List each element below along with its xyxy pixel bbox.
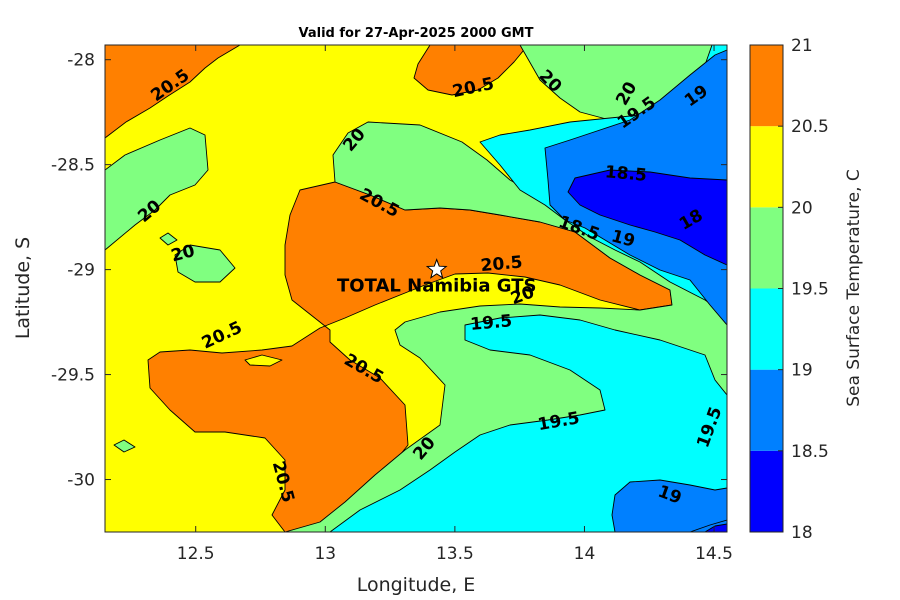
y-tick-label: -30 [67, 471, 95, 491]
colorbar-tick-label: 20 [791, 198, 813, 218]
colorbar-swatch [750, 126, 783, 208]
x-tick-label: 14 [574, 544, 596, 564]
band-18-18.5 [704, 523, 727, 532]
y-tick-label: -28.5 [51, 156, 95, 176]
band-19.5-20 [113, 439, 136, 453]
band-18-18.5 [567, 169, 727, 266]
y-axis: -28 -28.5 -29 -29.5 -30 [51, 51, 727, 491]
y-tick-label: -29 [67, 261, 95, 281]
platform-marker: TOTAL Namibia GTS [337, 258, 536, 297]
x-axis: 12.5 13 13.5 14 14.5 [177, 45, 733, 564]
contour-label: 20.5 [480, 253, 524, 277]
star-icon [425, 258, 448, 279]
colorbar-swatch [750, 288, 783, 370]
band-19.5-20 [159, 232, 178, 246]
colorbar-tick-label: 21 [791, 36, 813, 56]
y-axis-label: Latitude, S [12, 237, 34, 339]
colorbar-tick-label: 19.5 [791, 280, 829, 300]
colorbar-label: Sea Surface Temperature, C [844, 169, 864, 407]
y-tick-label: -29.5 [51, 366, 95, 386]
x-tick-label: 13.5 [436, 544, 474, 564]
colorbar: 18 18.5 19 19.5 20 20.5 21 [749, 36, 829, 543]
colorbar-tick-label: 18 [791, 523, 813, 543]
x-tick-label: 12.5 [177, 544, 215, 564]
platform-label: TOTAL Namibia GTS [337, 276, 536, 297]
colorbar-swatch [750, 45, 783, 127]
colorbar-swatch [750, 369, 783, 451]
plot-frame [104, 44, 728, 533]
y-tick-label: -28 [67, 51, 95, 71]
colorbar-tick-label: 19 [791, 361, 813, 381]
band-18.5-19 [611, 479, 727, 532]
contour-label: 18.5 [604, 162, 648, 186]
x-tick-label: 14.5 [695, 544, 733, 564]
colorbar-tick-label: 18.5 [791, 442, 829, 462]
band-20.5-21 [413, 45, 529, 96]
colorbar-tick-label: 20.5 [791, 117, 829, 137]
contour-label: 19.5 [469, 311, 513, 335]
chart-title: Valid for 27-Apr-2025 2000 GMT [299, 26, 534, 41]
band-19-19.5 [329, 314, 727, 532]
band-19.5-20 [105, 127, 209, 251]
band-19.5-20 [174, 244, 236, 283]
colorbar-swatch [750, 450, 783, 532]
colorbar-swatch [750, 207, 783, 289]
x-axis-label: Longitude, E [357, 574, 476, 596]
band-20.5-21-inner [244, 354, 283, 367]
x-tick-label: 13 [314, 544, 336, 564]
band-20.5-21 [105, 45, 241, 139]
